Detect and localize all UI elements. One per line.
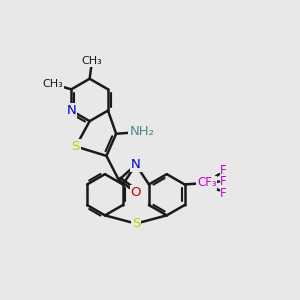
Text: N: N (131, 158, 141, 171)
Text: NH₂: NH₂ (129, 125, 154, 138)
Text: CH₃: CH₃ (82, 56, 102, 66)
Text: F: F (220, 187, 226, 200)
Text: CF₃: CF₃ (197, 176, 217, 190)
Text: CH₃: CH₃ (43, 79, 63, 89)
Text: F: F (220, 175, 226, 188)
Text: S: S (132, 217, 140, 230)
Text: F: F (220, 164, 226, 177)
Text: S: S (72, 140, 80, 153)
Text: O: O (130, 186, 141, 199)
Text: N: N (66, 104, 76, 117)
